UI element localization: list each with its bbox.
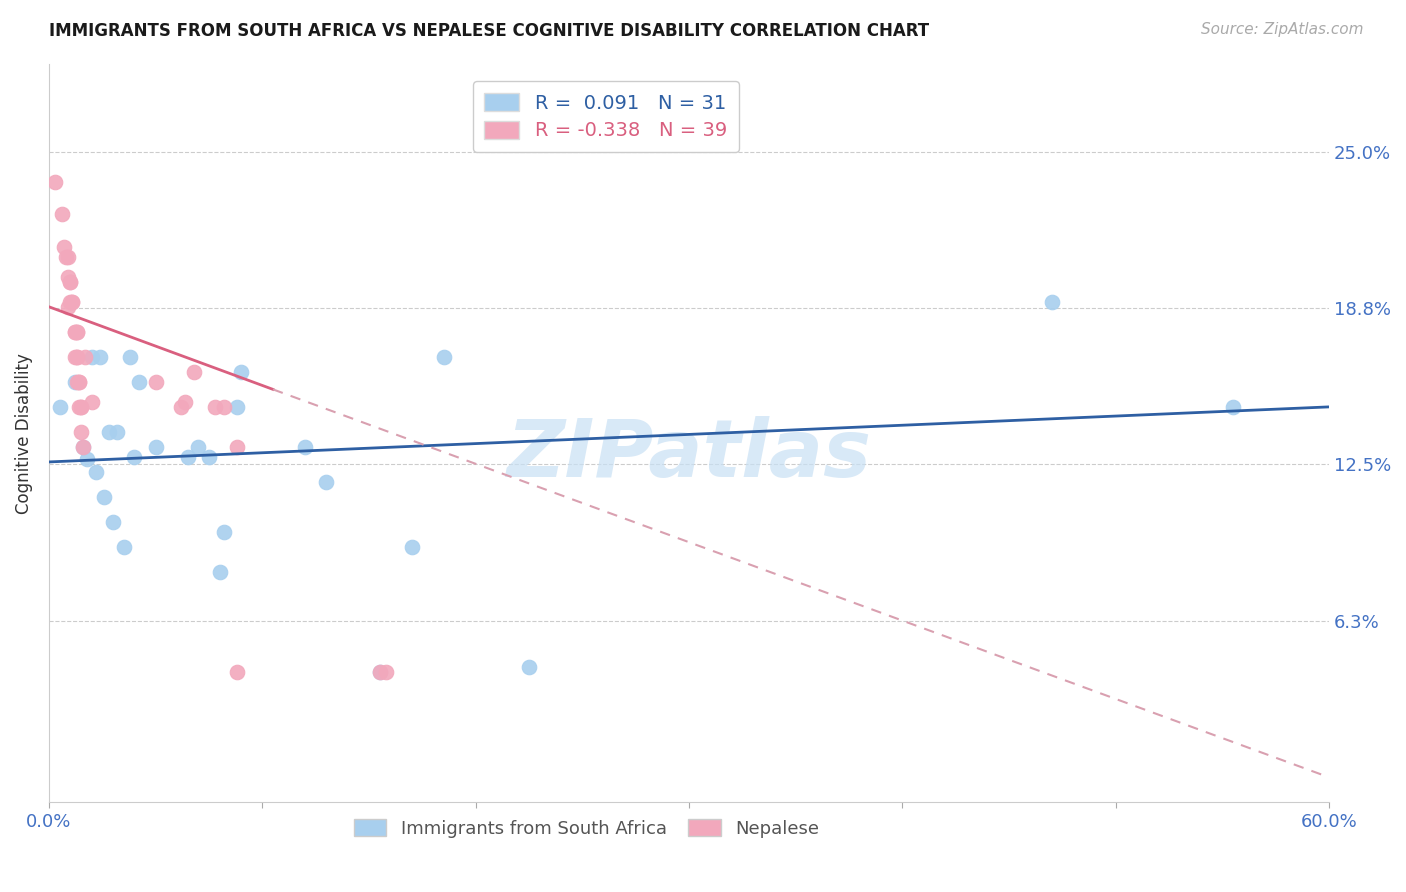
Point [66, 350, 89, 364]
Point [72, 440, 94, 454]
Point [80, 395, 103, 409]
Point [401, 540, 423, 554]
Point [124, 450, 146, 464]
Point [56, 250, 79, 264]
Text: ZIPatlas: ZIPatlas [506, 417, 872, 494]
Point [225, 440, 247, 454]
Point [66, 375, 89, 389]
Point [72, 440, 94, 454]
Point [52, 240, 75, 254]
Point [112, 540, 135, 554]
Point [62, 294, 84, 309]
Point [63, 375, 86, 389]
Text: IMMIGRANTS FROM SOUTH AFRICA VS NEPALESE COGNITIVE DISABILITY CORRELATION CHART: IMMIGRANTS FROM SOUTH AFRICA VS NEPALESE… [49, 22, 929, 40]
Point [70, 400, 93, 414]
Point [59, 294, 82, 309]
Point [56, 269, 79, 284]
Point [1222, 400, 1244, 414]
Point [145, 375, 167, 389]
Point [51, 207, 73, 221]
Text: Source: ZipAtlas.com: Source: ZipAtlas.com [1201, 22, 1364, 37]
Point [368, 665, 391, 680]
Point [67, 375, 90, 389]
Point [70, 400, 93, 414]
Point [433, 350, 456, 364]
Point [225, 665, 247, 680]
Point [66, 325, 89, 339]
Point [66, 350, 89, 364]
Point [48, 400, 70, 414]
Point [212, 400, 235, 414]
Point [80, 350, 103, 364]
Point [89, 350, 111, 364]
Point [63, 325, 86, 339]
Legend: Immigrants from South Africa, Nepalese: Immigrants from South Africa, Nepalese [346, 812, 827, 845]
Point [97, 425, 120, 439]
Point [517, 660, 540, 674]
Point [198, 450, 221, 464]
Point [75, 350, 97, 364]
Point [56, 300, 79, 314]
Point [208, 565, 231, 579]
Point [55, 250, 77, 264]
Point [128, 375, 150, 389]
Point [294, 440, 316, 454]
Point [63, 350, 86, 364]
Y-axis label: Cognitive Disability: Cognitive Disability [15, 352, 32, 514]
Point [93, 490, 115, 504]
Point [84, 465, 107, 479]
Point [176, 450, 198, 464]
Point [67, 375, 90, 389]
Point [229, 365, 252, 379]
Point [105, 425, 128, 439]
Point [59, 275, 82, 289]
Point [59, 275, 82, 289]
Point [76, 452, 98, 467]
Point [101, 515, 124, 529]
Point [63, 325, 86, 339]
Point [212, 524, 235, 539]
Point [118, 350, 141, 364]
Point [44, 175, 66, 189]
Point [375, 665, 398, 680]
Point [62, 294, 84, 309]
Point [187, 440, 209, 454]
Point [368, 665, 391, 680]
Point [183, 365, 205, 379]
Point [66, 325, 89, 339]
Point [170, 400, 193, 414]
Point [70, 425, 93, 439]
Point [67, 400, 90, 414]
Point [225, 400, 247, 414]
Point [1040, 294, 1063, 309]
Point [204, 400, 226, 414]
Point [145, 440, 167, 454]
Point [174, 395, 197, 409]
Point [315, 475, 337, 489]
